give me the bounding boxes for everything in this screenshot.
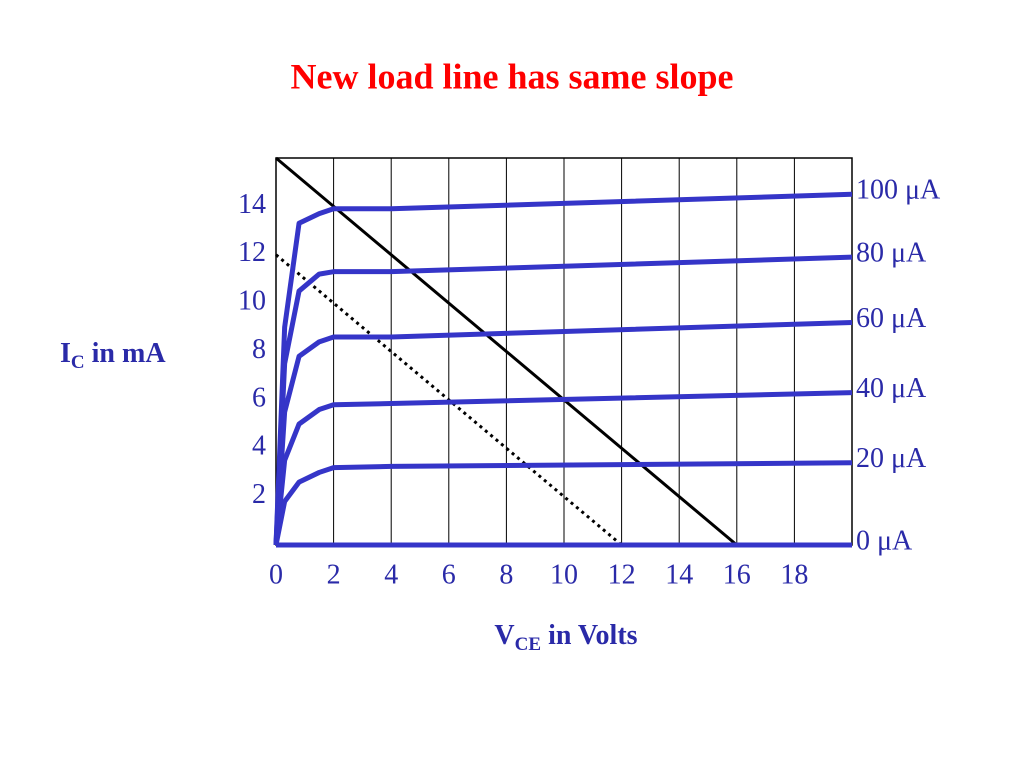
y-tick-label: 4 xyxy=(252,431,266,462)
x-tick-label: 16 xyxy=(723,559,751,590)
characteristic-curve xyxy=(273,191,853,546)
x-tick-label: 4 xyxy=(384,559,398,590)
curve-label: 100 μA xyxy=(856,175,941,206)
x-tick-label: 14 xyxy=(665,559,693,590)
chart-title: New load line has same slope xyxy=(290,56,733,96)
load-line xyxy=(275,156,738,547)
curve-label: 60 μA xyxy=(856,303,927,334)
curve-label: 40 μA xyxy=(856,373,927,404)
y-label-rest: in mA xyxy=(85,338,167,369)
x-tick-label: 0 xyxy=(269,559,283,590)
x-axis-label: VCE in Volts xyxy=(494,620,637,655)
curve-label: 80 μA xyxy=(856,238,927,269)
x-tick-label: 18 xyxy=(780,559,808,590)
y-tick-label: 6 xyxy=(252,382,266,413)
characteristic-curve xyxy=(273,390,853,546)
x-tick-label: 10 xyxy=(550,559,578,590)
y-tick-label: 2 xyxy=(252,479,266,510)
x-tick-label: 8 xyxy=(499,559,513,590)
characteristic-curve xyxy=(273,460,853,546)
y-label-sub: C xyxy=(71,352,85,373)
curve-label: 20 μA xyxy=(856,443,927,474)
x-tick-label: 6 xyxy=(442,559,456,590)
x-label-rest: in Volts xyxy=(541,620,638,651)
y-tick-label: 8 xyxy=(252,334,266,365)
x-label-sub: CE xyxy=(515,634,541,655)
y-tick-label: 14 xyxy=(238,189,266,220)
x-tick-label: 12 xyxy=(608,559,636,590)
y-tick-label: 10 xyxy=(238,286,266,317)
characteristic-curve xyxy=(273,319,853,546)
x-tick-label: 2 xyxy=(327,559,341,590)
y-tick-label: 12 xyxy=(238,237,266,268)
y-label-main: I xyxy=(60,338,71,369)
curve-label: 0 μA xyxy=(856,525,913,556)
characteristic-curve xyxy=(273,254,853,546)
y-axis-label: IC in mA xyxy=(60,338,166,373)
x-label-main: V xyxy=(494,620,514,651)
